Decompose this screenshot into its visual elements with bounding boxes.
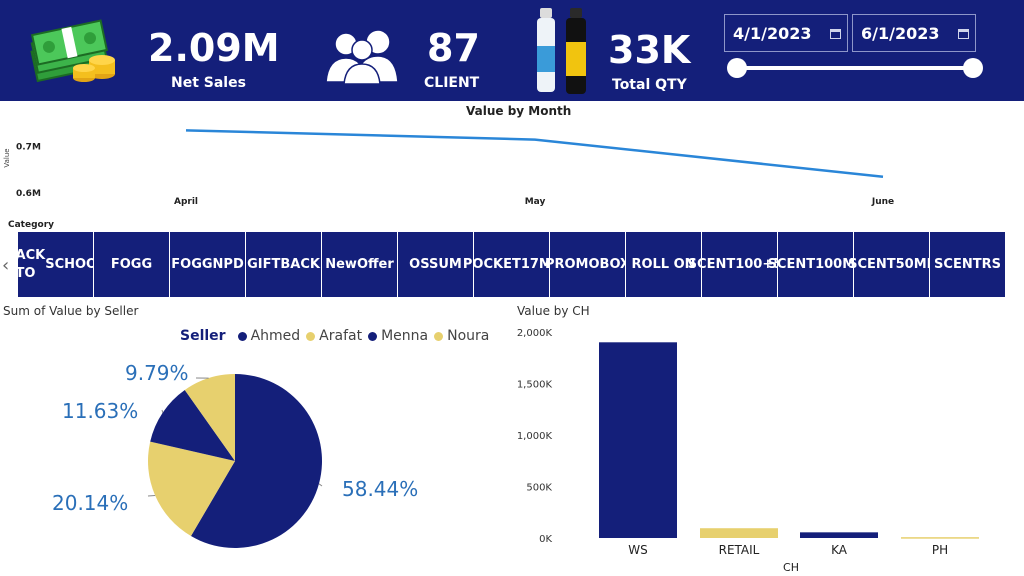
total-qty-value: 33K: [608, 28, 691, 72]
x-tick-label: PH: [932, 543, 948, 557]
start-date-input[interactable]: 4/1/2023: [724, 14, 848, 52]
leader-line: [161, 409, 164, 413]
y-tick-label: 2,000K: [517, 328, 553, 339]
category-button[interactable]: POCKET 17ML: [463, 232, 560, 297]
pie-slice[interactable]: [147, 441, 235, 537]
slider-start-handle[interactable]: [727, 58, 747, 78]
pie-value-label: 11.63%: [62, 399, 138, 423]
x-tick-label: June: [871, 197, 894, 207]
y-tick-label: 0.6M: [16, 189, 41, 199]
client-label: CLIENT: [424, 75, 480, 91]
x-tick-label: April: [174, 197, 198, 207]
category-button[interactable]: PROMO BOX: [545, 232, 630, 297]
pie-slice[interactable]: [190, 374, 323, 548]
y-tick-label: 1,000K: [517, 431, 553, 442]
legend-entry[interactable]: Menna: [381, 328, 429, 344]
x-axis-label: CH: [783, 561, 799, 574]
category-button[interactable]: SCENT 100ML: [768, 232, 863, 297]
end-date-value: 6/1/2023: [861, 24, 940, 43]
seller-legend-title: Seller: [180, 328, 226, 344]
net-sales-label: Net Sales: [171, 75, 246, 91]
y-tick-label: 0K: [539, 534, 552, 545]
category-button[interactable]: SCENT 100+50: [688, 232, 791, 297]
bar[interactable]: [599, 342, 677, 538]
category-button[interactable]: New Offer: [322, 232, 398, 297]
pie-value-label: 58.44%: [342, 477, 418, 501]
legend-dot: [306, 331, 316, 341]
value-by-ch-chart: 0K 500K 1,000K 1,500K 2,000K WS RETAIL KA PH CH: [517, 328, 979, 574]
x-tick-label: KA: [831, 543, 848, 557]
bar[interactable]: [800, 532, 878, 538]
client-value: 87: [427, 26, 480, 70]
seller-chart-title: Sum of Value by Seller: [3, 304, 139, 318]
category-button[interactable]: OSSUM: [398, 232, 474, 297]
kpi-header: 2.09M Net Sales 87 CLIENT 33K Total QTY …: [0, 0, 1024, 101]
legend-entry[interactable]: Arafat: [319, 328, 363, 344]
category-button[interactable]: GIFT BACK: [246, 232, 322, 297]
end-date-input[interactable]: 6/1/2023: [852, 14, 976, 52]
x-tick-label: RETAIL: [719, 543, 760, 557]
legend-entry[interactable]: Ahmed: [250, 328, 301, 344]
fogg-bottles-icon: [537, 8, 586, 94]
legend-dot: [237, 331, 247, 341]
category-button[interactable]: SCENT RS: [930, 232, 1006, 297]
date-range-slider[interactable]: [736, 66, 974, 70]
leader-line: [318, 483, 323, 487]
category-button[interactable]: FOGG: [94, 232, 170, 297]
pie-slice[interactable]: [150, 389, 235, 461]
pie-value-label: 20.14%: [52, 491, 128, 515]
y-tick-label: 1,500K: [517, 380, 553, 391]
slider-end-handle[interactable]: [963, 58, 983, 78]
seller-legend: Seller Ahmed Arafat Menna Noura: [180, 328, 489, 344]
series-line: [185, 129, 884, 178]
net-sales-value: 2.09M: [148, 26, 280, 70]
calendar-icon[interactable]: [958, 29, 969, 39]
category-slicer: BACK TO SCHOOL FOGG FOGG NPD GIFT BACK New Offer…: [6, 232, 1008, 297]
calendar-icon[interactable]: [830, 29, 841, 39]
category-label: Category: [8, 220, 55, 230]
seller-pie-chart: 58.44% 20.14% 11.63% 9.79%: [52, 361, 418, 548]
total-qty-label: Total QTY: [612, 77, 687, 93]
category-button[interactable]: SCENT 50ML: [848, 232, 935, 297]
bar[interactable]: [901, 537, 979, 539]
people-icon: [325, 29, 398, 84]
legend-dot: [368, 331, 378, 341]
y-tick-label: 500K: [526, 483, 552, 494]
legend-entry[interactable]: Noura: [447, 328, 490, 344]
category-button[interactable]: ROLL ON: [626, 232, 702, 297]
pie-slice[interactable]: [184, 374, 235, 461]
chevron-left-icon[interactable]: ‹: [2, 255, 10, 276]
x-tick-label: WS: [628, 543, 647, 557]
pie-value-label: 9.79%: [125, 361, 189, 385]
bar[interactable]: [700, 528, 778, 538]
legend-dot: [434, 331, 444, 341]
category-button[interactable]: FOGG NPD: [170, 232, 246, 297]
line-chart-title: Value by Month: [466, 104, 572, 118]
category-button[interactable]: BACK TO SCHOOL: [6, 232, 105, 297]
y-tick-label: 0.7M: [16, 143, 41, 153]
money-stack-icon: [30, 19, 115, 83]
x-tick-label: May: [525, 197, 546, 207]
y-axis-label: Value: [3, 148, 11, 167]
ch-chart-title: Value by CH: [517, 304, 590, 318]
start-date-value: 4/1/2023: [733, 24, 812, 43]
value-by-month-chart: Value 0.6M 0.7M April May June: [3, 129, 894, 207]
